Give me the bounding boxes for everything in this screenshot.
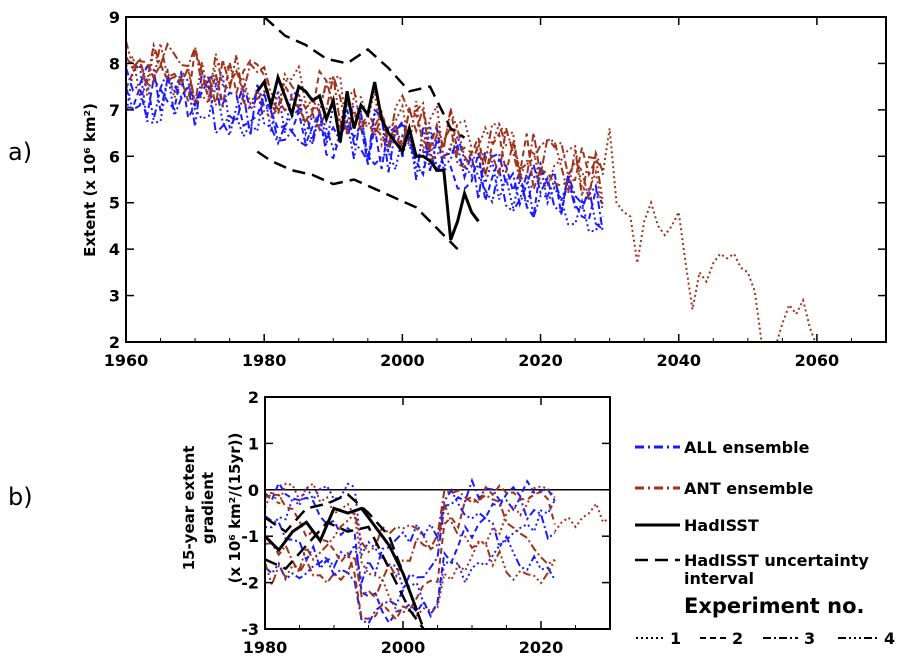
panel-b-series — [265, 477, 610, 629]
legend-label-all: ALL ensemble — [684, 438, 810, 457]
legend-entry-all: ALL ensemble — [635, 438, 810, 457]
experiment-label-2: 2 — [732, 629, 743, 648]
series-ant-ensemble-exp-2 — [265, 484, 556, 622]
x-tick-label: 1960 — [104, 351, 149, 370]
series-all-ensemble-exp-4 — [265, 488, 556, 584]
y-tick-label: 9 — [109, 8, 120, 27]
series-hadisst-uncertainty-2 — [265, 520, 425, 629]
y-tick-label: -2 — [241, 574, 259, 593]
y-tick-label: 2 — [248, 388, 259, 407]
legend-entry-ant: ANT ensemble — [635, 479, 813, 498]
series-ant-ensemble-exp-4 — [126, 40, 604, 201]
panel-a-plot-area — [126, 17, 817, 342]
y-tick-label: 8 — [109, 54, 120, 73]
series-hadisst-uncertainty-1 — [265, 492, 425, 629]
series-hadisst — [265, 506, 419, 611]
panel-b-y-axis-label-1: 15-year extent — [180, 446, 198, 571]
series-ant-ensemble-exp-2 — [126, 48, 604, 190]
legend-label-ant: ANT ensemble — [684, 479, 813, 498]
series-ant-extension — [601, 128, 817, 342]
series-ant-ensemble-exp-3 — [265, 488, 556, 600]
experiment-label-1: 1 — [670, 629, 681, 648]
legend: ALL ensemble ANT ensemble HadISST HadISS… — [635, 438, 895, 648]
panel-b-plot-area — [265, 477, 610, 629]
y-tick-label: 7 — [109, 101, 120, 120]
x-tick-label: 2040 — [656, 351, 701, 370]
series-all-ensemble-exp-3 — [265, 477, 556, 625]
series-all-ensemble-exp-2 — [265, 479, 556, 625]
panel-b: b) 15-year extent gradient (x 10⁶ km²/(1… — [8, 388, 611, 656]
legend-label-hadisst: HadISST — [684, 516, 759, 535]
x-tick-label: 2060 — [795, 351, 840, 370]
x-tick-label: 1980 — [243, 638, 288, 656]
experiment-entry-4: 4 — [838, 629, 895, 648]
x-tick-label: 2020 — [519, 638, 564, 656]
y-tick-label: 3 — [109, 287, 120, 306]
experiment-label-4: 4 — [884, 629, 895, 648]
experiment-label-3: 3 — [804, 629, 815, 648]
experiment-entry-1: 1 — [636, 629, 681, 648]
experiment-entry-2: 2 — [700, 629, 743, 648]
legend-entry-uncertainty: HadISST uncertainty interval — [635, 551, 869, 588]
experiment-entry-3: 3 — [763, 629, 815, 648]
x-tick-label: 2000 — [380, 351, 425, 370]
panel-b-label: b) — [8, 483, 33, 511]
series-hadisst — [256, 72, 480, 241]
legend-label-uncertainty-1: HadISST uncertainty — [684, 551, 869, 570]
panel-b-y-axis-label-2: gradient — [199, 472, 217, 544]
panel-a-label: a) — [8, 138, 32, 166]
series-hadisst-uncertainty-lower — [256, 150, 459, 250]
panel-a-series — [126, 17, 817, 342]
series-hadisst-uncertainty-upper — [263, 17, 466, 139]
panel-b-ticks: 1980 2000 2020 -3 -2 -1 0 1 2 — [241, 388, 611, 656]
y-tick-label: 5 — [109, 194, 120, 213]
x-tick-label: 1980 — [242, 351, 287, 370]
panel-b-y-axis-label-3: (x 10⁶ km²/(15yr)) — [226, 433, 244, 584]
series-all-ensemble-exp-4 — [126, 68, 604, 230]
y-tick-label: 6 — [109, 147, 120, 166]
y-tick-label: 4 — [109, 240, 120, 259]
experiment-legend-title: Experiment no. — [684, 594, 865, 618]
y-tick-label: -1 — [241, 527, 259, 546]
series-ant-extension — [553, 501, 610, 533]
y-tick-label: 1 — [248, 434, 259, 453]
y-tick-label: 2 — [109, 333, 120, 352]
panel-a-ticks: 1960 1980 2000 2020 2040 2060 2 3 4 5 6 7 8 9 — [104, 8, 887, 370]
series-ant-ensemble-exp-4 — [265, 500, 556, 588]
series-ant-ensemble-exp-1 — [126, 48, 604, 211]
panel-a: a) Extent (x 10⁶ km²) 1960 1980 2000 2020 20… — [8, 8, 887, 370]
panel-b-frame — [264, 396, 611, 630]
x-tick-label: 2000 — [381, 638, 426, 656]
x-tick-label: 2020 — [518, 351, 563, 370]
legend-entry-hadisst: HadISST — [635, 516, 759, 535]
y-tick-label: 0 — [248, 481, 259, 500]
legend-label-uncertainty-2: interval — [684, 569, 754, 588]
y-tick-label: -3 — [241, 620, 259, 639]
panel-a-y-axis-label: Extent (x 10⁶ km²) — [81, 103, 99, 257]
